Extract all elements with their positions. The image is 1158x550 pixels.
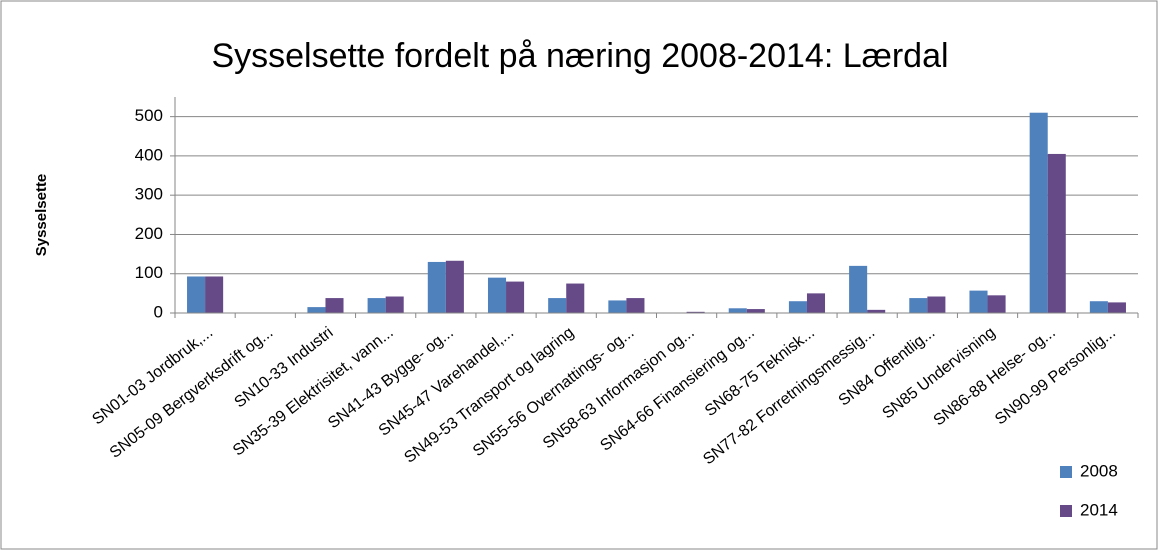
bar [909,298,928,313]
bar [205,276,224,313]
y-tick-label: 400 [135,145,163,164]
bar [969,290,988,313]
legend-swatch [1060,466,1072,478]
bar [506,281,525,313]
y-tick-label: 100 [135,263,163,282]
y-tick-label: 0 [154,302,163,321]
bar [867,309,886,313]
bar [445,260,464,313]
bar [686,311,705,313]
bar [788,301,807,313]
bar [367,298,386,313]
legend-swatch [1060,505,1072,517]
bar [385,296,404,313]
bar [307,307,326,313]
bar [626,298,645,313]
bar [1029,112,1048,313]
legend-label: 2014 [1080,500,1118,519]
bar [566,283,585,313]
bar [325,298,344,313]
y-tick-label: 300 [135,185,163,204]
bar [806,293,826,313]
y-tick-label: 500 [135,106,163,125]
y-axis-label: Sysselsette [33,174,50,257]
legend-label: 2008 [1080,461,1118,480]
bar [1107,302,1126,313]
chart-title: Sysselsette fordelt på næring 2008-2014:… [211,37,948,75]
bar [1047,153,1066,313]
bar [728,308,747,313]
y-tick-label: 200 [135,224,163,243]
bar [849,265,868,313]
bar [746,309,765,313]
bar [548,298,567,313]
bar [187,276,206,313]
bar [927,296,946,313]
bar [987,295,1006,313]
bar [427,261,446,313]
bar [487,277,507,313]
bar [608,300,627,313]
bar [1089,301,1108,313]
